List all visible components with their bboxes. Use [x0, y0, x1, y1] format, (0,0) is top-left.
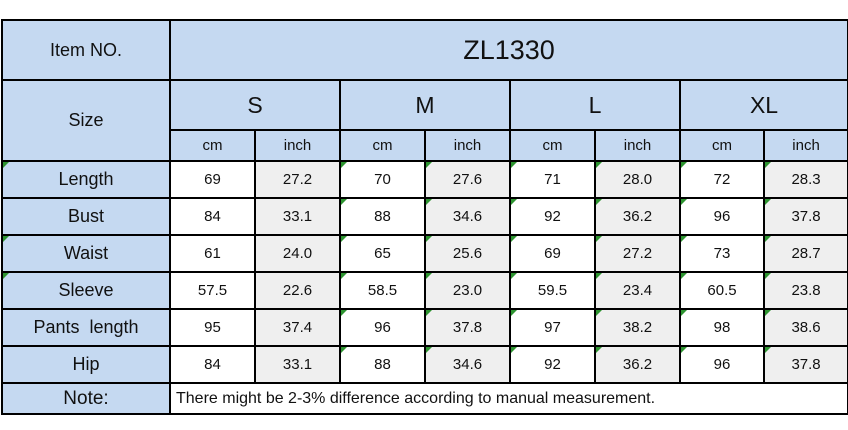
- unit-header-cm: cm: [169, 129, 256, 162]
- cell: 96: [679, 345, 765, 384]
- table-row-sleeve: Sleeve 57.5 22.6 58.5 23.0 59.5 23.4 60.…: [1, 271, 848, 310]
- cell: 84: [169, 197, 256, 236]
- cell: 27.2: [594, 234, 681, 273]
- table-row-bust: Bust 84 33.1 88 34.6 92 36.2 96 37.8: [1, 197, 848, 236]
- unit-header-cm: cm: [339, 129, 426, 162]
- cell: 37.8: [762, 345, 848, 384]
- cell: 58.5: [339, 271, 426, 310]
- cell: 61: [169, 234, 256, 273]
- table-row-hip: Hip 84 33.1 88 34.6 92 36.2 96 37.8: [1, 345, 848, 384]
- cell: 23.0: [424, 271, 511, 310]
- size-col-s: S: [169, 79, 341, 131]
- cell: 92: [509, 345, 596, 384]
- cell: 57.5: [169, 271, 256, 310]
- unit-header-cm: cm: [509, 129, 596, 162]
- cell: 34.6: [424, 345, 511, 384]
- item-no-value: ZL1330: [168, 19, 848, 81]
- size-chart-table: Item NO. ZL1330 Size S M L XL cm inch cm…: [1, 19, 848, 415]
- size-header-row: Size S M L XL: [1, 79, 848, 162]
- cell: 65: [339, 234, 426, 273]
- table-row-waist: Waist 61 24.0 65 25.6 69 27.2 73 28.7: [1, 234, 848, 273]
- cell: 36.2: [594, 197, 681, 236]
- item-no-row: Item NO. ZL1330: [1, 19, 848, 81]
- item-no-label: Item NO.: [1, 19, 171, 81]
- cell: 38.2: [594, 308, 681, 347]
- size-label: Size: [1, 79, 171, 162]
- unit-header-inch: inch: [594, 129, 681, 162]
- cell: 28.3: [762, 160, 848, 199]
- table-row-pants-length: Pants length 95 37.4 96 37.8 97 38.2 98 …: [1, 308, 848, 347]
- cell: 23.8: [762, 271, 848, 310]
- unit-header-cm: cm: [679, 129, 765, 162]
- cell: 88: [339, 345, 426, 384]
- cell: 98: [679, 308, 765, 347]
- cell: 84: [169, 345, 256, 384]
- cell: 24.0: [254, 234, 341, 273]
- cell: 33.1: [254, 345, 341, 384]
- cell: 96: [679, 197, 765, 236]
- unit-header-inch: inch: [254, 129, 341, 162]
- row-label-pants-length: Pants length: [1, 308, 171, 347]
- row-label-hip: Hip: [1, 345, 171, 384]
- note-row: Note: There might be 2-3% difference acc…: [1, 382, 848, 415]
- note-text: There might be 2-3% difference according…: [168, 382, 848, 415]
- cell: 38.6: [762, 308, 848, 347]
- cell: 92: [509, 197, 596, 236]
- cell: 34.6: [424, 197, 511, 236]
- cell: 60.5: [679, 271, 765, 310]
- cell: 69: [509, 234, 596, 273]
- cell: 59.5: [509, 271, 596, 310]
- cell: 69: [169, 160, 256, 199]
- cell: 88: [339, 197, 426, 236]
- cell: 28.7: [762, 234, 848, 273]
- cell: 73: [679, 234, 765, 273]
- table-row-length: Length 69 27.2 70 27.6 71 28.0 72 28.3: [1, 160, 848, 199]
- cell: 27.6: [424, 160, 511, 199]
- cell: 97: [509, 308, 596, 347]
- cell: 37.8: [762, 197, 848, 236]
- cell: 23.4: [594, 271, 681, 310]
- cell: 36.2: [594, 345, 681, 384]
- row-label-waist: Waist: [1, 234, 171, 273]
- size-col-xl: XL: [678, 79, 848, 131]
- row-label-bust: Bust: [1, 197, 171, 236]
- cell: 33.1: [254, 197, 341, 236]
- units-header-row: cm inch cm inch cm inch cm inch: [2, 129, 848, 162]
- cell: 71: [509, 160, 596, 199]
- cell: 25.6: [424, 234, 511, 273]
- cell: 37.8: [424, 308, 511, 347]
- cell: 95: [169, 308, 256, 347]
- cell: 96: [339, 308, 426, 347]
- note-label: Note:: [1, 382, 171, 415]
- unit-header-inch: inch: [762, 129, 848, 162]
- unit-header-inch: inch: [424, 129, 511, 162]
- cell: 22.6: [254, 271, 341, 310]
- cell: 37.4: [254, 308, 341, 347]
- cell: 27.2: [254, 160, 341, 199]
- row-label-length: Length: [1, 160, 171, 199]
- cell: 28.0: [594, 160, 681, 199]
- row-label-sleeve: Sleeve: [1, 271, 171, 310]
- size-col-m: M: [339, 79, 511, 131]
- size-col-l: L: [509, 79, 681, 131]
- cell: 72: [679, 160, 765, 199]
- cell: 70: [339, 160, 426, 199]
